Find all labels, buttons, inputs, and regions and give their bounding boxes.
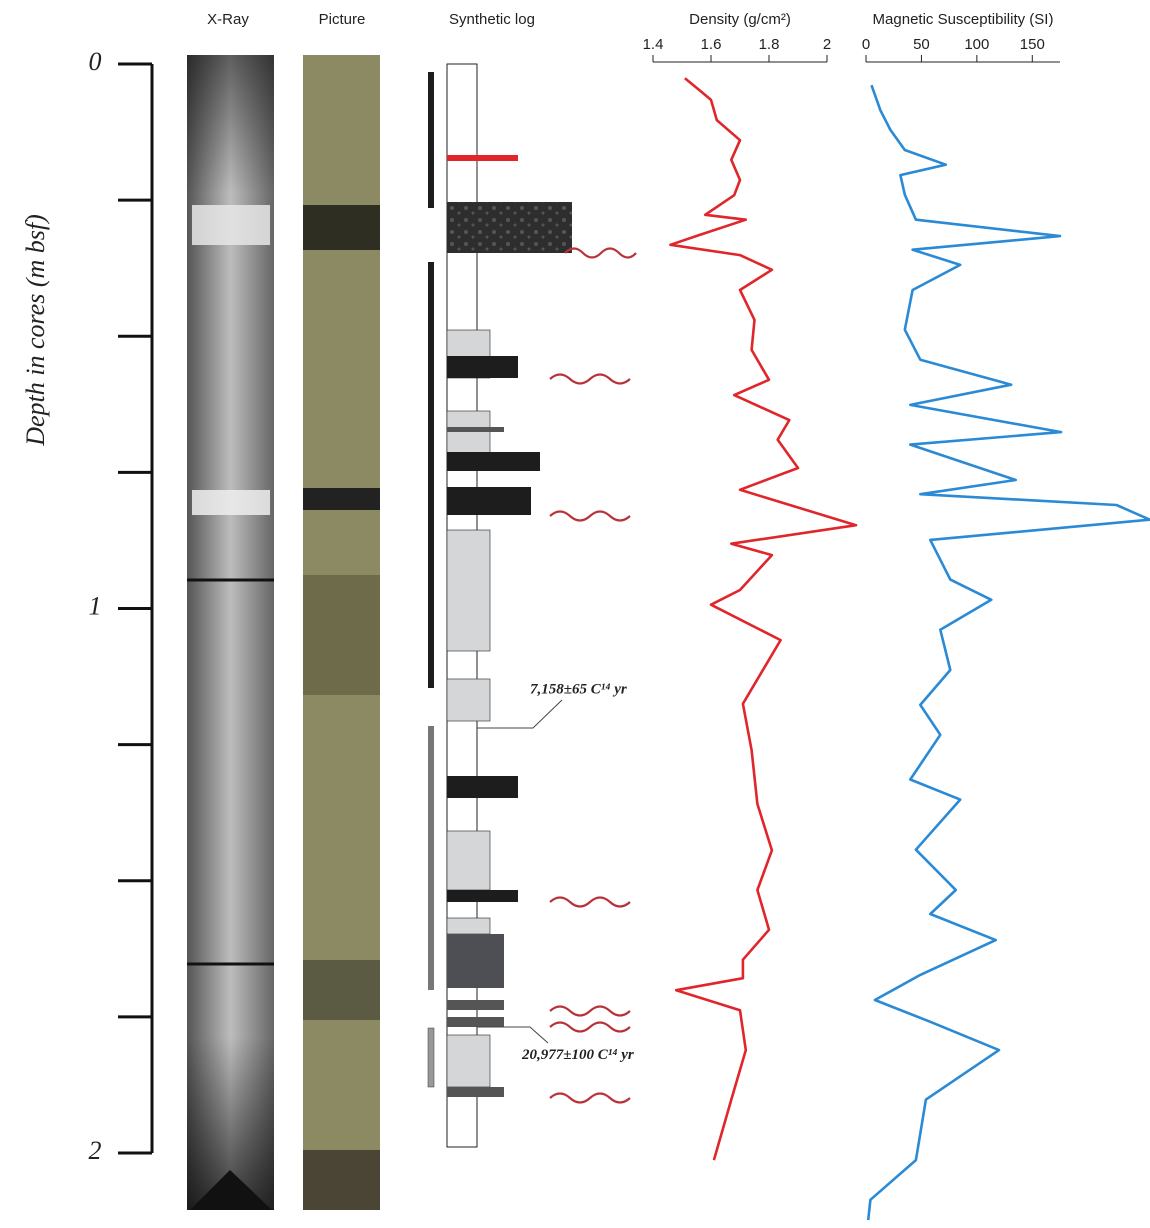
- x-tick-label: 100: [964, 36, 989, 53]
- x-tick-label: 50: [913, 36, 930, 53]
- xray-image: [187, 55, 274, 1210]
- data-line: [866, 84, 1150, 1221]
- column-header: Synthetic log: [449, 11, 535, 28]
- x-tick-label: 1.6: [701, 36, 722, 53]
- age-annotation: 7,158±65 C¹⁴ yr: [530, 682, 627, 698]
- column-header: X-Ray: [207, 11, 249, 28]
- depth-tick-label: 1: [89, 591, 102, 620]
- synthetic-log: [427, 63, 572, 1148]
- annotation-leaders: [477, 699, 563, 1044]
- column-header: Picture: [319, 11, 366, 28]
- erosion-marks: [549, 247, 637, 1104]
- x-tick-label: 0: [862, 36, 870, 53]
- x-tick-label: 2: [823, 36, 831, 53]
- core-photo: [303, 55, 380, 1210]
- data-line: [669, 77, 858, 1161]
- chart-title: Density (g/cm²): [689, 11, 791, 28]
- depth-axis-label: Depth in cores (m bsf): [21, 214, 50, 447]
- depth-tick-label: 0: [89, 47, 102, 76]
- x-tick-label: 1.8: [759, 36, 780, 53]
- x-tick-label: 1.4: [643, 36, 664, 53]
- age-annotation: 20,977±100 C¹⁴ yr: [521, 1047, 634, 1063]
- depth-tick-label: 2: [89, 1136, 102, 1165]
- chart-title: Magnetic Susceptibility (SI): [873, 11, 1054, 28]
- x-tick-label: 150: [1020, 36, 1045, 53]
